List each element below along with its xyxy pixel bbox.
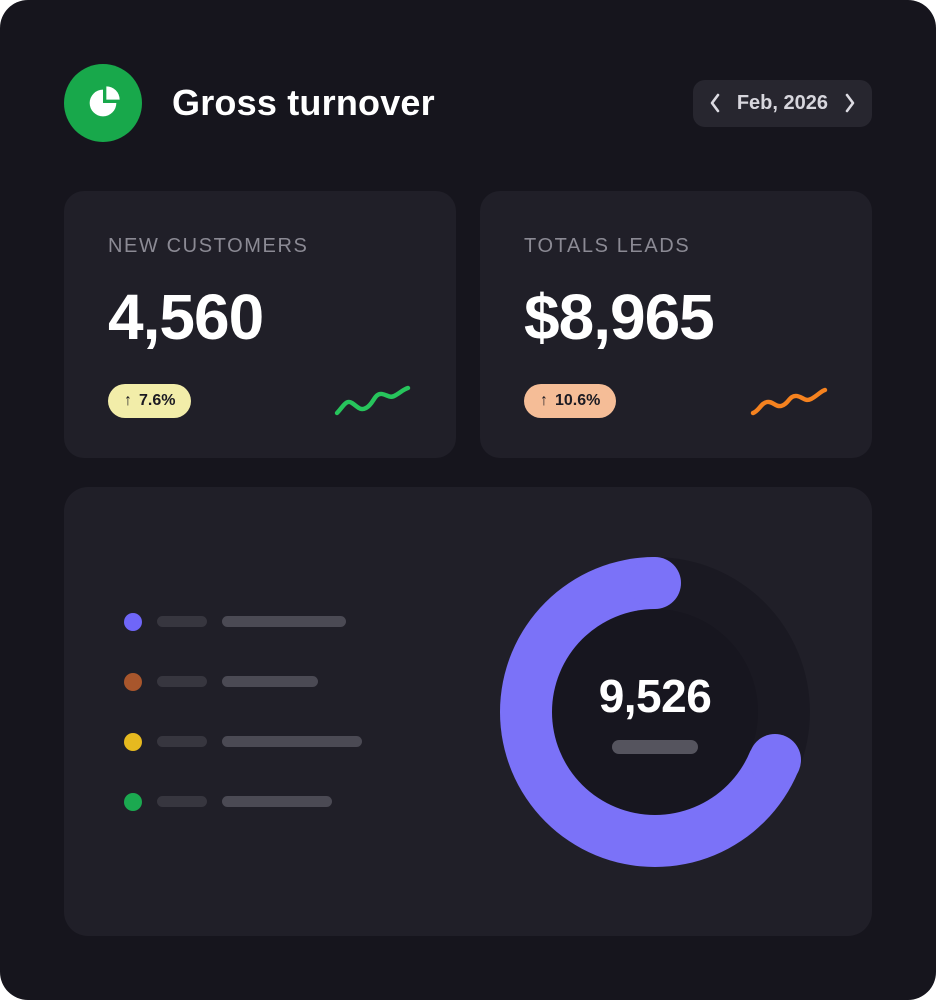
date-picker[interactable]: Feb, 2026 — [692, 79, 872, 127]
sparkline-chart — [750, 382, 828, 420]
header: Gross turnover Feb, 2026 — [64, 64, 872, 142]
skeleton-bar — [157, 616, 207, 627]
stat-label: TOTALS LEADS — [524, 235, 691, 257]
skeleton-bar — [157, 796, 207, 807]
donut-total-value: 9,526 — [598, 670, 712, 722]
stat-value: $8,965 — [524, 281, 715, 353]
legend-item — [124, 672, 362, 691]
legend-item — [124, 612, 362, 631]
donut-arc-cap — [749, 733, 801, 786]
date-picker-value: Feb, 2026 — [736, 91, 828, 114]
chevron-left-icon[interactable] — [709, 93, 721, 113]
skeleton-bar — [222, 616, 346, 627]
legend-dot-icon — [124, 612, 142, 631]
pie-chart-icon — [64, 64, 142, 142]
legend-dot-icon — [124, 792, 142, 811]
donut-arc-cap — [629, 556, 681, 609]
trend-badge-text: 7.6% — [139, 392, 176, 409]
page-title: Gross turnover — [172, 82, 435, 123]
chevron-right-icon[interactable] — [844, 93, 856, 113]
trend-badge: ↑ 7.6% — [108, 384, 192, 418]
sparkline-chart — [334, 382, 412, 420]
trend-badge-text: 10.6% — [555, 392, 601, 409]
stat-bottom: ↑ 10.6% — [524, 382, 828, 420]
stat-value: 4,560 — [108, 281, 264, 353]
trend-badge: ↑ 10.6% — [524, 384, 617, 418]
arrow-up-icon: ↑ — [540, 392, 548, 409]
skeleton-bar — [157, 676, 207, 687]
arrow-up-icon: ↑ — [124, 392, 132, 409]
stat-bottom: ↑ 7.6% — [108, 382, 412, 420]
stat-card-new-customers: NEW CUSTOMERS 4,560 ↑ 7.6% — [64, 191, 456, 458]
legend-item — [124, 792, 362, 811]
donut-legend — [124, 612, 362, 811]
donut-chart: 9,526 — [500, 556, 810, 867]
stats-row: NEW CUSTOMERS 4,560 ↑ 7.6% TOTALS LEADS … — [64, 191, 872, 458]
stat-card-totals-leads: TOTALS LEADS $8,965 ↑ 10.6% — [480, 191, 872, 458]
skeleton-bar — [222, 796, 332, 807]
skeleton-bar — [612, 740, 698, 754]
overview-card: 9,526 — [64, 487, 872, 936]
legend-dot-icon — [124, 732, 142, 751]
legend-dot-icon — [124, 672, 142, 691]
legend-item — [124, 732, 362, 751]
skeleton-bar — [222, 736, 362, 747]
stat-label: NEW CUSTOMERS — [108, 235, 309, 257]
skeleton-bar — [157, 736, 207, 747]
donut-center: 9,526 — [552, 608, 758, 815]
skeleton-bar — [222, 676, 318, 687]
